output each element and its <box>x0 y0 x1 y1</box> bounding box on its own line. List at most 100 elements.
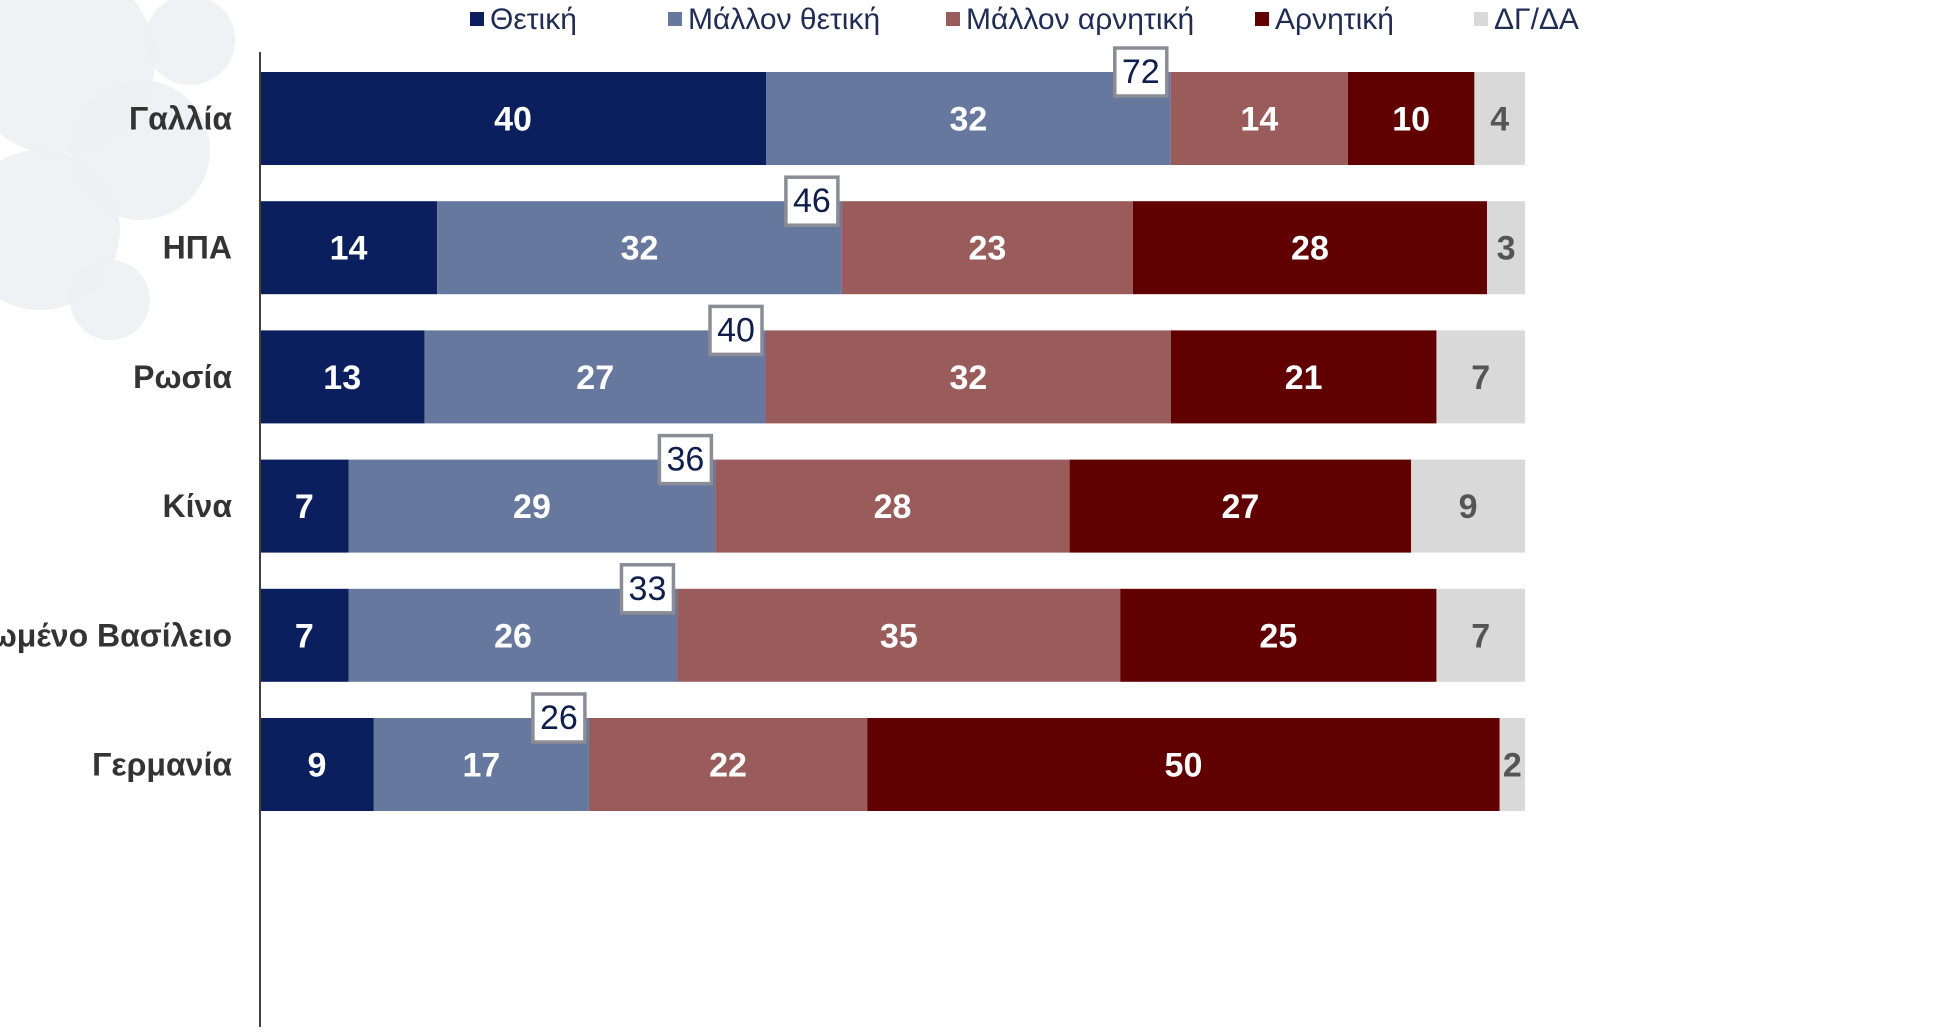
bar-segment <box>588 718 868 811</box>
data-label: 27 <box>576 359 614 397</box>
bar-segment <box>348 459 716 553</box>
data-label: 17 <box>462 747 500 785</box>
bar-segment <box>1436 330 1525 424</box>
background-watermark <box>0 0 235 340</box>
data-label: 9 <box>1459 488 1478 526</box>
data-label: 4 <box>1490 101 1509 139</box>
data-label: 14 <box>330 230 368 268</box>
legend-item: Αρνητική <box>1255 3 1394 36</box>
data-label: 22 <box>709 747 747 785</box>
data-label: 7 <box>295 617 314 655</box>
total-value: 36 <box>666 441 704 479</box>
bar-segment <box>1170 330 1437 424</box>
bar-segment <box>260 72 766 165</box>
data-label: 50 <box>1165 747 1203 785</box>
legend-label: Αρνητική <box>1275 3 1394 36</box>
category-label: Ηνωμένο Βασίλειο <box>0 617 232 653</box>
data-label: 14 <box>1240 101 1278 139</box>
total-box-frame <box>657 433 714 486</box>
legend-item: Μάλλον αρνητική <box>946 3 1194 36</box>
data-label: 29 <box>513 488 551 526</box>
bar-segment <box>1132 201 1488 295</box>
bar-segment <box>1436 588 1525 682</box>
positive-totals: 72 46 40 36 33 26 <box>531 46 1169 744</box>
total-box: 26 <box>531 692 587 744</box>
bars: 40 32 14 10 414 32 23 28 313 27 32 21 77 29 28 27 97 26 35… <box>260 72 1525 811</box>
legend-label: ΔΓ/ΔΑ <box>1494 3 1579 36</box>
data-label: 32 <box>621 230 659 268</box>
total-value: 26 <box>540 699 578 737</box>
bar-row: 7 26 35 25 7 <box>260 588 1525 682</box>
bar-row: 13 27 32 21 7 <box>260 330 1525 424</box>
legend-swatch <box>1474 12 1488 26</box>
data-label: 40 <box>494 101 532 139</box>
bar-segment <box>1474 72 1525 165</box>
data-label: 7 <box>295 488 314 526</box>
total-value: 46 <box>793 182 831 220</box>
total-box: 36 <box>657 433 714 486</box>
data-label: 28 <box>874 488 912 526</box>
bar-segment <box>841 201 1133 295</box>
bar-segment <box>260 201 438 295</box>
data-label: 26 <box>494 617 532 655</box>
legend-swatch <box>470 12 484 26</box>
data-label: 27 <box>1221 488 1259 526</box>
data-label: 23 <box>968 230 1006 268</box>
total-box-frame <box>784 175 840 227</box>
bar-segment <box>715 459 1070 553</box>
bar-segment <box>260 588 349 682</box>
total-value: 40 <box>717 311 755 349</box>
legend-item: ΔΓ/ΔΑ <box>1474 3 1579 36</box>
bar-segment <box>867 718 1500 811</box>
legend-swatch <box>946 12 960 26</box>
total-box: 40 <box>708 304 764 357</box>
data-label: 10 <box>1392 101 1430 139</box>
legend: Θετική Μάλλον θετική Μάλλον αρνητική Αρνητι… <box>470 3 1579 36</box>
legend-swatch <box>668 12 682 26</box>
bar-segment <box>260 718 374 811</box>
bar-segment <box>1120 588 1437 682</box>
data-label: 9 <box>307 747 326 785</box>
legend-label: Μάλλον αρνητική <box>966 3 1194 36</box>
bar-segment <box>766 72 1171 165</box>
data-label: 35 <box>880 617 918 655</box>
total-box-frame <box>531 692 587 744</box>
category-label: ΗΠΑ <box>163 230 232 266</box>
legend-item: Μάλλον θετική <box>668 3 880 36</box>
bar-row: 40 32 14 10 4 <box>260 72 1525 165</box>
data-label: 7 <box>1471 617 1490 655</box>
total-box: 72 <box>1113 46 1169 98</box>
total-box-frame <box>708 304 764 357</box>
bar-row: 14 32 23 28 3 <box>260 201 1525 295</box>
bar-segment <box>437 201 842 295</box>
legend-label: Θετική <box>490 3 577 36</box>
category-label: Γαλλία <box>129 101 232 137</box>
bar-row: 7 29 28 27 9 <box>260 459 1525 553</box>
bar-segment <box>1069 459 1412 553</box>
category-label: Γερμανία <box>92 747 232 783</box>
total-value: 33 <box>629 570 667 608</box>
total-box-frame <box>1113 46 1169 98</box>
bar-row: 9 17 22 50 2 <box>260 718 1525 811</box>
legend-swatch <box>1255 12 1269 26</box>
bar-segment <box>1347 72 1475 165</box>
bar-segment <box>1499 718 1525 811</box>
total-value: 72 <box>1122 53 1160 91</box>
legend-item: Θετική <box>470 3 577 36</box>
bar-segment <box>260 459 349 553</box>
category-label: Κίνα <box>163 488 233 524</box>
total-box-frame <box>619 563 676 615</box>
bar-segment <box>1411 459 1525 553</box>
data-label: 21 <box>1285 359 1323 397</box>
data-label: 28 <box>1291 230 1329 268</box>
bar-segment <box>677 588 1121 682</box>
legend-label: Μάλλον θετική <box>688 3 880 36</box>
bar-segment <box>1170 72 1348 165</box>
total-box: 46 <box>784 175 840 227</box>
data-label: 3 <box>1497 230 1516 268</box>
data-label: 13 <box>323 359 361 397</box>
data-label: 7 <box>1471 359 1490 397</box>
bar-segment <box>1487 201 1525 295</box>
